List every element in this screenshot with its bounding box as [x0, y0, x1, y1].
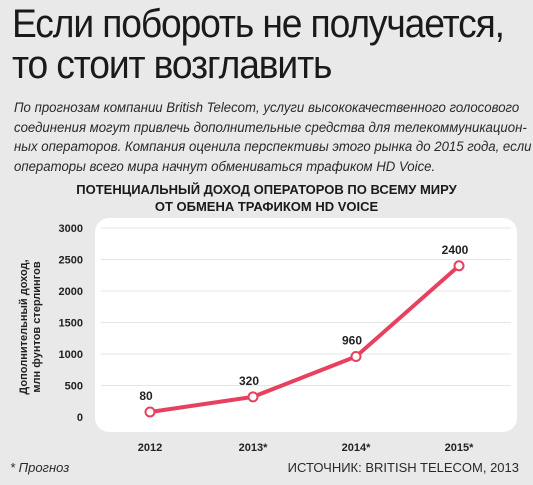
- lead-line-3: ных операторов. Компания оценила перспек…: [14, 139, 532, 155]
- series-line: [149, 264, 461, 414]
- y-tick-label: 3000: [59, 223, 83, 235]
- data-point: [144, 406, 156, 418]
- y-axis-label-line: Дополнительный доход,: [18, 259, 30, 394]
- data-point: [247, 391, 259, 403]
- y-axis-label: Дополнительный доход,млн фунтов стерлинг…: [18, 259, 43, 394]
- x-tick-label: 2014*: [342, 442, 371, 454]
- plot-area: [95, 218, 517, 432]
- y-tick-label: 1500: [59, 318, 83, 330]
- data-label: 960: [342, 334, 362, 348]
- data-point: [350, 351, 362, 363]
- data-label: 2400: [442, 243, 469, 257]
- y-tick-label: 1000: [59, 349, 83, 361]
- y-tick-label: 2500: [59, 255, 83, 267]
- y-tick-label: 2000: [59, 286, 83, 298]
- y-axis-label-line: млн фунтов стерлингов: [31, 261, 43, 392]
- x-tick-label: 2013*: [239, 442, 268, 454]
- headline: Если побороть не получается, то стоит во…: [12, 2, 505, 87]
- lead-line-2: соединения могут привлечь дополнительные…: [14, 119, 527, 136]
- headline-line-1: Если побороть не получается,: [12, 2, 505, 46]
- chart-title-line-1: ПОТЕНЦИАЛЬНЫЙ ДОХОД ОПЕРАТОРОВ ПО ВСЕМУ …: [76, 182, 457, 197]
- source-note: ИСТОЧНИК: BRITISH TELECOM, 2013: [287, 460, 519, 475]
- chart-title: ПОТЕНЦИАЛЬНЫЙ ДОХОД ОПЕРАТОРОВ ПО ВСЕМУ …: [0, 181, 533, 215]
- x-tick-label: 2015*: [445, 442, 474, 454]
- x-tick-label: 2012: [138, 442, 162, 454]
- data-label: 320: [239, 374, 259, 388]
- y-tick-label: 0: [77, 412, 83, 424]
- lead-line-4: операторы всего мира начнут обмениваться…: [14, 158, 436, 175]
- y-tick-label: 500: [65, 381, 83, 393]
- lead-line-1: По прогнозам компании British Telecom, у…: [14, 100, 520, 116]
- data-label: 80: [139, 389, 153, 403]
- chart-title-line-2: ОТ ОБМЕНА ТРАФИКОМ HD VOICE: [154, 199, 379, 214]
- lead-paragraph: По прогнозам компании British Telecom, у…: [14, 99, 532, 177]
- headline-line-2: то стоит возглавить: [12, 43, 332, 87]
- forecast-footnote: * Прогноз: [10, 460, 70, 475]
- data-point: [453, 260, 465, 272]
